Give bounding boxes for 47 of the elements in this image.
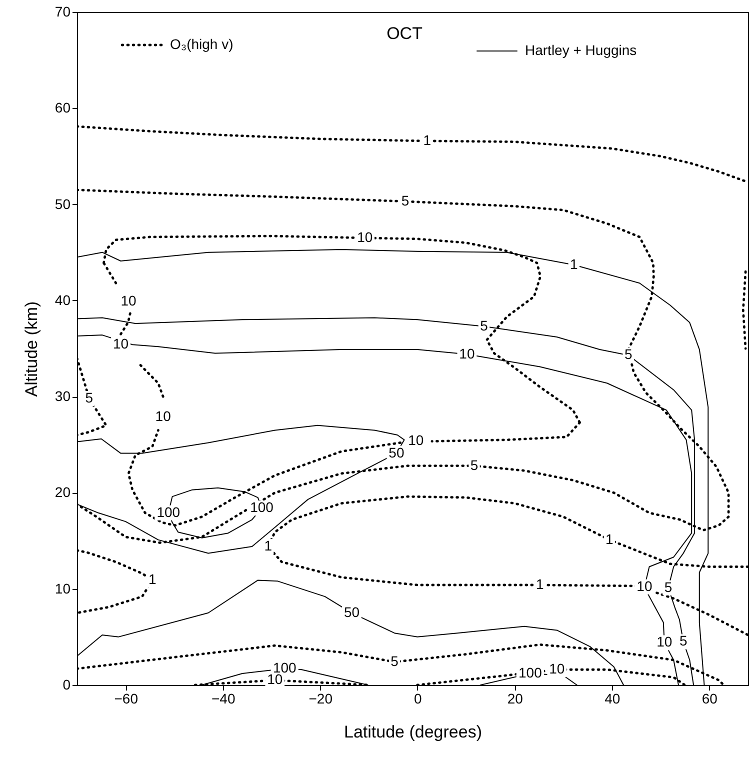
y-tick-label: 30 xyxy=(54,388,71,404)
y-tick-label: 10 xyxy=(54,580,71,596)
legend-label: O₃(high v) xyxy=(170,36,234,52)
annotation: 100 xyxy=(156,504,180,520)
x-tick-label: 20 xyxy=(507,690,524,706)
text: OCT xyxy=(386,24,422,43)
annotation: 1 xyxy=(536,576,544,592)
annotation: 10 xyxy=(155,408,172,424)
x-tick-label: −20 xyxy=(308,690,333,706)
x-tick-label: −40 xyxy=(211,690,236,706)
annotation: 1 xyxy=(148,571,156,588)
annotation: 10 xyxy=(267,671,283,688)
annotation: 5 xyxy=(401,192,410,208)
annotation: 10 xyxy=(459,345,475,362)
y-tick-label: 70 xyxy=(54,4,71,20)
x-tick-label: −60 xyxy=(114,690,138,706)
y-tick-label: 60 xyxy=(54,100,71,116)
x-tick-label: 40 xyxy=(604,690,620,706)
annotation: 1 xyxy=(423,132,432,148)
annotation: 50 xyxy=(388,444,404,460)
y-tick-label: 50 xyxy=(54,196,71,212)
x-axis-title: Latitude (degrees) xyxy=(344,722,482,742)
y-tick-label: 0 xyxy=(62,676,71,692)
annotation: 5 xyxy=(85,389,94,406)
annotation: 10 xyxy=(636,578,652,594)
annotation: 1 xyxy=(606,530,614,547)
annotation: 10 xyxy=(549,660,565,677)
annotation: 10 xyxy=(120,292,137,308)
annotation: 10 xyxy=(112,336,129,352)
annotation: 1 xyxy=(264,538,272,554)
annotation: 5 xyxy=(390,652,399,669)
y-tick-label: 20 xyxy=(54,484,71,500)
annotation: 5 xyxy=(470,456,478,473)
annotation: 1 xyxy=(570,256,578,272)
annotation: 50 xyxy=(344,604,360,620)
x-tick-label: 60 xyxy=(702,690,718,706)
x-tick-label: 0 xyxy=(414,690,422,706)
annotation: 5 xyxy=(480,317,488,334)
annotation: 5 xyxy=(664,578,672,595)
annotation: 10 xyxy=(656,634,672,650)
annotation: 5 xyxy=(624,346,632,362)
legend-label: Hartley + Huggins xyxy=(525,42,637,58)
annotation: 10 xyxy=(408,432,424,448)
annotation: 5 xyxy=(679,632,688,649)
annotation: 10 xyxy=(357,228,373,245)
y-tick-label: 40 xyxy=(54,292,71,308)
y-axis-title: Altitude (km) xyxy=(22,301,41,397)
